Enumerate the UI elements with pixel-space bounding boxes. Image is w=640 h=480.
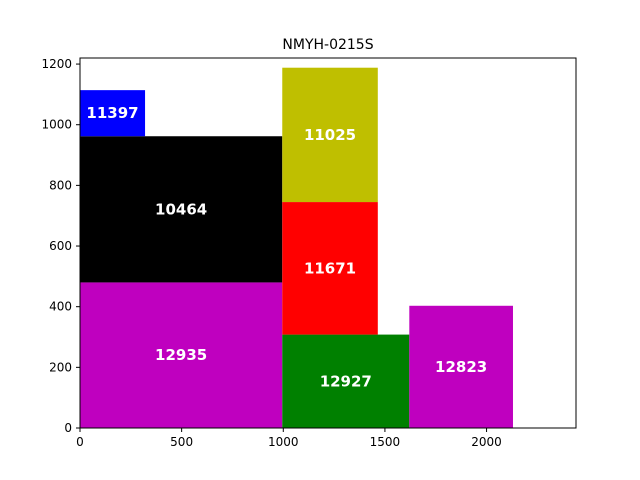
treemap-rect-12927 xyxy=(282,334,410,428)
x-tick-label: 0 xyxy=(76,435,84,449)
treemap-rect-label: 12823 xyxy=(435,358,487,376)
x-tick-label: 1500 xyxy=(370,435,401,449)
y-tick-label: 400 xyxy=(49,300,72,314)
treemap-rect-10464 xyxy=(80,136,283,283)
treemap-rect-label: 12935 xyxy=(155,346,207,364)
chart-title: NMYH-0215S xyxy=(282,37,373,53)
treemap-rect-label: 11671 xyxy=(304,259,356,277)
x-tick-label: 500 xyxy=(170,435,193,449)
x-tick-label: 2000 xyxy=(471,435,502,449)
x-tick-label: 1000 xyxy=(268,435,299,449)
treemap-rect-12823 xyxy=(409,305,513,428)
y-tick-label: 1000 xyxy=(41,118,72,132)
treemap-rect-12935 xyxy=(80,282,283,428)
x-axis: 0 500 1000 1500 2000 xyxy=(76,428,502,449)
axes-frame xyxy=(79,57,577,429)
y-tick-label: 600 xyxy=(49,239,72,253)
y-tick-label: 0 xyxy=(64,421,72,435)
treemap-rect-11025 xyxy=(282,67,378,203)
treemap-rect-label: 12927 xyxy=(320,372,372,390)
treemap-rect-label: 10464 xyxy=(155,200,207,218)
rects-layer xyxy=(80,67,513,428)
treemap-rect-11671 xyxy=(282,202,378,335)
y-tick-label: 800 xyxy=(49,178,72,192)
treemap-rect-11397 xyxy=(80,90,146,137)
rect-labels-layer: 12935 10464 11397 12927 11671 11025 12823 xyxy=(86,104,487,390)
y-tick-label: 200 xyxy=(49,360,72,374)
treemap-rect-label: 11025 xyxy=(304,126,356,144)
y-axis: 0 200 400 600 800 1000 1200 xyxy=(41,57,80,435)
y-tick-label: 1200 xyxy=(41,57,72,71)
treemap-rect-label: 11397 xyxy=(86,104,138,122)
